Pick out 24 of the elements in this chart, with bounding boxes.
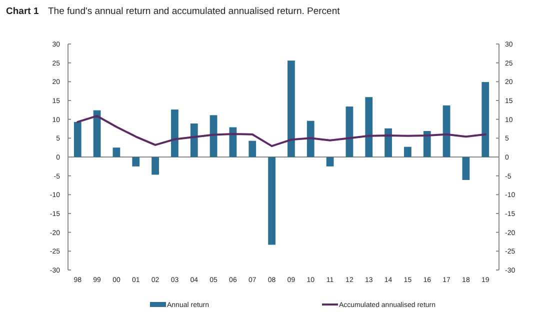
bar — [442, 105, 450, 157]
bar — [152, 157, 159, 175]
bar — [306, 120, 314, 157]
bar — [268, 157, 276, 245]
bar — [112, 148, 120, 157]
bar — [171, 110, 178, 157]
bar — [210, 115, 218, 157]
bar — [248, 140, 256, 157]
bar — [365, 97, 373, 157]
bar — [423, 131, 431, 157]
bar — [482, 82, 490, 157]
bar — [326, 157, 334, 166]
bar — [190, 123, 198, 157]
bar — [74, 122, 82, 157]
line-series — [76, 114, 486, 148]
bar — [132, 157, 140, 166]
bar — [404, 146, 412, 157]
bar — [346, 106, 354, 157]
chart-subtitle: The fund's annual return and accumulated annualised return. Percent — [48, 6, 340, 17]
bar — [288, 60, 295, 157]
bar — [462, 157, 470, 180]
bar — [384, 128, 392, 157]
chart-title: Chart 1 — [6, 6, 40, 17]
bar — [93, 110, 101, 157]
